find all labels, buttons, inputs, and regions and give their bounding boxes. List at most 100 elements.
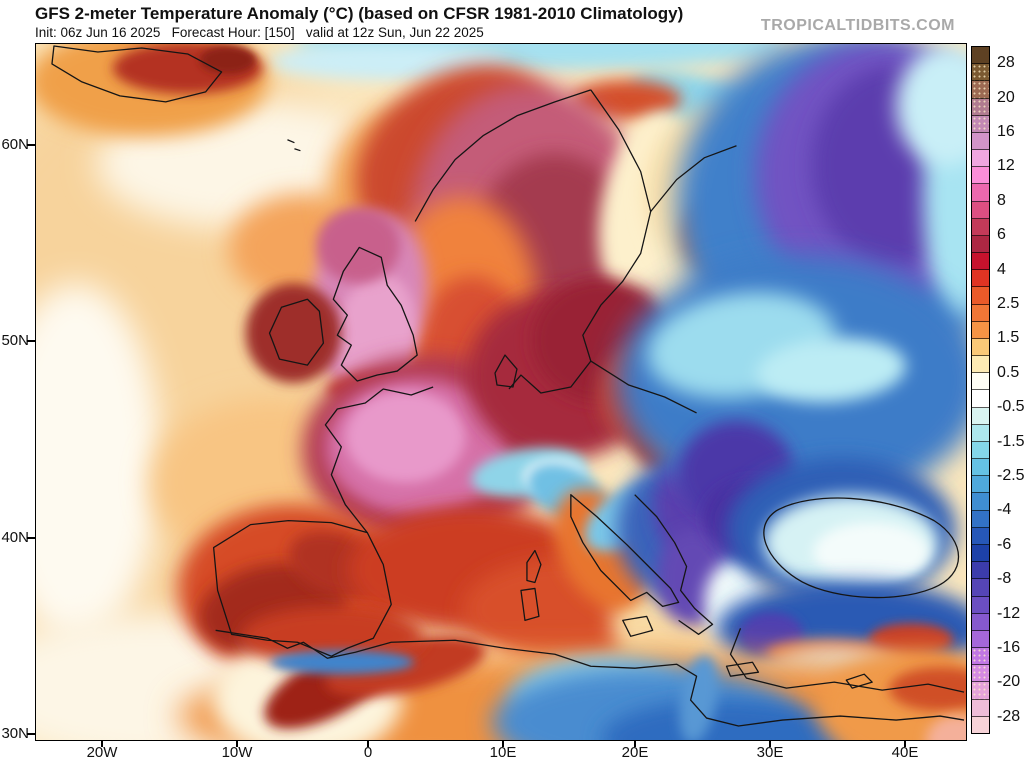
colorbar-segment-23	[972, 441, 989, 460]
africa-coast	[215, 629, 965, 727]
region-scotland-rose	[316, 207, 401, 284]
map-area	[35, 43, 967, 741]
colorbar-segment-7	[972, 167, 989, 185]
region-corner-salmon	[926, 715, 966, 740]
region-norway-north-red	[571, 79, 682, 120]
colorbar-label-20: 20	[997, 88, 1015, 106]
colorbar-label-2.5: 2.5	[997, 295, 1020, 312]
blacksea-coast	[763, 497, 959, 599]
region-ireland-dark-red	[245, 283, 342, 384]
lon-tick-30E	[769, 741, 771, 747]
region-anatolia-red	[869, 623, 954, 656]
lon-tick-40E	[904, 741, 906, 747]
region-iceland-dark-red	[199, 45, 256, 74]
colorbar-segment-29	[972, 544, 989, 563]
region-top-cyan-band-2	[267, 44, 507, 80]
colorbar-segment-3	[972, 98, 989, 116]
colorbar-label-28: 28	[997, 54, 1015, 72]
faroe-islands	[287, 139, 301, 152]
lat-tick-50N	[27, 340, 35, 342]
baltic-se-coast	[590, 360, 697, 414]
colorbar-segment-38	[972, 699, 989, 717]
init-forecast-valid-line: Init: 06z Jun 16 2025 Forecast Hour: [15…	[35, 25, 484, 40]
crete-coast	[725, 661, 760, 677]
colorbar-segment-0	[972, 47, 989, 65]
lon-label-30E: 30E	[756, 744, 784, 757]
sweden-baltic-coast	[508, 89, 652, 394]
colorbar-segment-6	[972, 150, 989, 168]
lon-tick-0	[367, 741, 369, 747]
lon-label-20W: 20W	[86, 744, 118, 757]
turkey-south-coast	[729, 628, 965, 693]
cyprus-coast	[845, 673, 873, 689]
lon-label-10E: 10E	[489, 744, 517, 757]
adriatic-greece-coast	[634, 494, 714, 635]
colorbar-segment-17	[972, 338, 989, 357]
lon-tick-10E	[502, 741, 504, 747]
region-france-pink-core	[345, 391, 466, 483]
iceland-coast	[51, 45, 223, 103]
colorbar-label--2.5: -2.5	[997, 467, 1024, 484]
colorbar-segment-1	[972, 64, 989, 82]
colorbar-segment-25	[972, 476, 989, 494]
colorbar-segment-9	[972, 201, 989, 219]
colorbar-segment-12	[972, 253, 989, 271]
lat-tick-40N	[27, 537, 35, 539]
colorbar-segment-5	[972, 132, 989, 151]
region-ne-corner-cyan	[896, 46, 966, 166]
colorbar-segment-18	[972, 356, 989, 374]
colorbar-segment-33	[972, 613, 989, 631]
lon-tick-10W	[236, 741, 238, 747]
colorbar-segment-10	[972, 218, 989, 236]
region-egypt-red	[889, 667, 966, 712]
region-tunisia-blue-streak	[679, 654, 718, 740]
colorbar-label--6: -6	[997, 535, 1012, 553]
lat-tick-60N	[27, 144, 35, 146]
lon-label-20E: 20E	[621, 744, 649, 757]
colorbar-segment-26	[972, 493, 989, 511]
colorbar-label--0.5: -0.5	[997, 398, 1024, 416]
lat-label-30N: 30N	[1, 725, 29, 742]
colorbar-segment-32	[972, 596, 989, 614]
lat-label-40N: 40N	[1, 529, 29, 546]
page-title: GFS 2-meter Temperature Anomaly (°C) (ba…	[35, 4, 684, 23]
iberia-coast	[212, 519, 392, 657]
lon-tick-20E	[634, 741, 636, 747]
colorbar-segment-11	[972, 235, 989, 254]
colorbar-label-12: 12	[997, 157, 1015, 175]
ireland-coast	[268, 298, 325, 366]
colorbar-label-4: 4	[997, 260, 1006, 278]
colorbar-label-0.5: 0.5	[997, 363, 1020, 381]
lon-label-10W: 10W	[221, 744, 253, 757]
colorbar-segment-30	[972, 562, 989, 580]
colorbar-label--1.5: -1.5	[997, 432, 1024, 450]
norway-coast	[414, 89, 592, 222]
colorbar-segment-36	[972, 665, 989, 683]
colorbar-label--20: -20	[997, 673, 1021, 691]
lon-label-0: 0	[363, 744, 373, 757]
colorbar-segment-4	[972, 115, 989, 133]
region-algeria-blue-deep	[601, 699, 852, 740]
colorbar-segment-24	[972, 459, 989, 477]
lat-tick-30N	[27, 733, 35, 735]
colorbar-segment-2	[972, 81, 989, 99]
temperature-anomaly-map	[36, 44, 966, 740]
region-alboran-blue	[270, 650, 415, 675]
colorbar-segment-35	[972, 648, 989, 666]
colorbar-label--16: -16	[997, 639, 1021, 656]
lon-label-40E: 40E	[891, 744, 919, 757]
finland-coast	[650, 145, 737, 212]
colorbar-segment-19	[972, 373, 989, 391]
colorbar-segment-8	[972, 184, 989, 202]
region-atlantic-white-west	[36, 283, 161, 643]
italy-coast	[570, 494, 680, 608]
region-ukraine-cyan-2	[756, 337, 906, 403]
colorbar-segment-15	[972, 304, 989, 322]
colorbar-segment-27	[972, 510, 989, 528]
colorbar-segment-14	[972, 287, 989, 305]
colorbar-segment-22	[972, 424, 989, 442]
sicily-coast	[622, 615, 654, 637]
colorbar-label--28: -28	[997, 707, 1021, 725]
region-south-spain-red	[240, 606, 425, 667]
